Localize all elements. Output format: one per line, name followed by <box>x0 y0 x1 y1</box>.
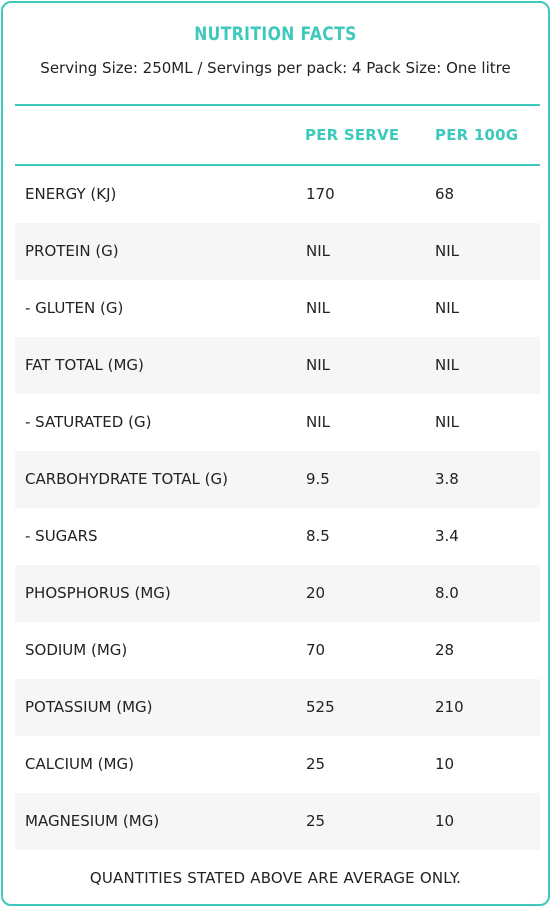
nutrient-label: - SATURATED (G) <box>25 413 152 431</box>
table-row: - GLUTEN (G) NIL NIL <box>15 280 540 337</box>
table-row: PROTEIN (G) NIL NIL <box>15 223 540 280</box>
per-serve-value: 525 <box>306 698 335 716</box>
per-serve-value: NIL <box>306 356 331 374</box>
per-100g-value: NIL <box>435 299 460 317</box>
per-100g-value: NIL <box>435 242 460 260</box>
table-row: CALCIUM (MG) 25 10 <box>15 736 540 793</box>
table-row: PHOSPHORUS (MG) 20 8.0 <box>15 565 540 622</box>
per-serve-value: 9.5 <box>306 470 330 488</box>
table-row: MAGNESIUM (MG) 25 10 <box>15 793 540 850</box>
footnote: QUANTITIES STATED ABOVE ARE AVERAGE ONLY… <box>89 869 462 887</box>
per-serve-value: NIL <box>306 413 331 431</box>
per-100g-value: NIL <box>435 413 460 431</box>
nutrient-label: PROTEIN (G) <box>25 242 119 260</box>
table-row: - SATURATED (G) NIL NIL <box>15 394 540 451</box>
per-serve-value: 25 <box>306 755 326 773</box>
nutrient-label: FAT TOTAL (MG) <box>25 356 144 374</box>
per-serve-value: 8.5 <box>306 527 330 545</box>
per-100g-value: 28 <box>435 641 455 659</box>
nutrient-label: ENERGY (KJ) <box>25 185 117 203</box>
column-header-per-serve: PER SERVE <box>305 126 400 144</box>
table-row: ENERGY (KJ) 170 68 <box>15 166 540 223</box>
per-100g-value: 68 <box>435 185 455 203</box>
nutrient-label: MAGNESIUM (MG) <box>25 812 160 830</box>
per-100g-value: 3.8 <box>435 470 459 488</box>
table-row: - SUGARS 8.5 3.4 <box>15 508 540 565</box>
nutrient-table-body: ENERGY (KJ) 170 68 PROTEIN (G) NIL NIL - GLUTE… <box>15 166 540 850</box>
table-row: CARBOHYDRATE TOTAL (G) 9.5 3.8 <box>15 451 540 508</box>
serving-info: Serving Size: 250ML / Servings per pack:… <box>40 59 511 77</box>
per-serve-value: 20 <box>306 584 326 602</box>
column-header-per-100g: PER 100G <box>435 126 519 144</box>
table-row: POTASSIUM (MG) 525 210 <box>15 679 540 736</box>
per-100g-value: NIL <box>435 356 460 374</box>
nutrient-label: PHOSPHORUS (MG) <box>25 584 171 602</box>
nutrient-label: CARBOHYDRATE TOTAL (G) <box>25 470 228 488</box>
nutrient-label: CALCIUM (MG) <box>25 755 134 773</box>
per-100g-value: 8.0 <box>435 584 459 602</box>
header-bottom-rule <box>15 164 540 166</box>
per-100g-value: 10 <box>435 755 455 773</box>
table-header: PER SERVE PER 100G <box>15 106 540 164</box>
table-row: FAT TOTAL (MG) NIL NIL <box>15 337 540 394</box>
per-serve-value: 70 <box>306 641 326 659</box>
per-100g-value: 210 <box>435 698 464 716</box>
nutrient-label: POTASSIUM (MG) <box>25 698 153 716</box>
per-100g-value: 10 <box>435 812 455 830</box>
per-serve-value: 25 <box>306 812 326 830</box>
per-100g-value: 3.4 <box>435 527 459 545</box>
per-serve-value: NIL <box>306 299 331 317</box>
per-serve-value: 170 <box>306 185 335 203</box>
per-serve-value: NIL <box>306 242 331 260</box>
nutrient-label: SODIUM (MG) <box>25 641 128 659</box>
table-row: SODIUM (MG) 70 28 <box>15 622 540 679</box>
header-top-rule <box>15 104 540 106</box>
nutrient-label: - GLUTEN (G) <box>25 299 124 317</box>
panel-title: NUTRITION FACTS <box>194 23 357 45</box>
nutrient-label: - SUGARS <box>25 527 98 545</box>
